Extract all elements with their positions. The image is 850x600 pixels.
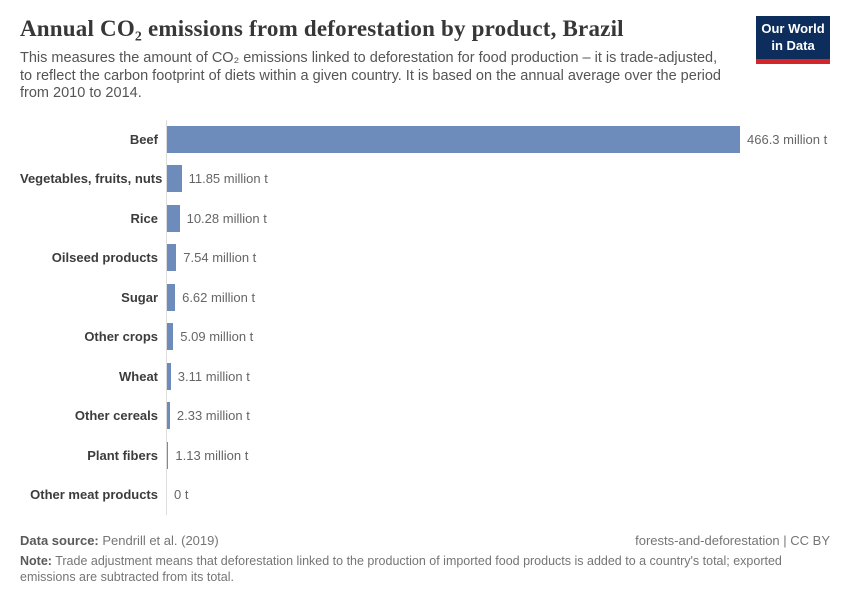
bar-area: 10.28 million t xyxy=(166,198,830,238)
bar-area: 6.62 million t xyxy=(166,277,830,317)
chart-rows: Beef 466.3 million t Vegetables, fruits, n… xyxy=(20,119,830,515)
value-label: 7.54 million t xyxy=(183,250,257,266)
bar-area: 11.85 million t xyxy=(166,159,830,199)
note-text: Trade adjustment means that deforestatio… xyxy=(20,553,782,584)
chart-row-rice: Rice 10.28 million t xyxy=(20,198,830,238)
chart-row-oilseed-products: Oilseed products 7.54 million t xyxy=(20,238,830,278)
bar-area: 5.09 million t xyxy=(166,317,830,357)
owid-logo: Our World in Data xyxy=(756,16,830,64)
category-label: Sugar xyxy=(121,289,158,305)
category-label: Oilseed products xyxy=(51,250,158,266)
value-label: 466.3 million t xyxy=(747,131,828,147)
category-label: Other cereals xyxy=(74,408,158,424)
license-text: forests-and-deforestation | CC BY xyxy=(635,532,830,548)
value-label: 0 t xyxy=(174,487,189,503)
chart-row-other-cereals: Other cereals 2.33 million t xyxy=(20,396,830,436)
value-label: 3.11 million t xyxy=(177,368,250,384)
value-label: 2.33 million t xyxy=(176,408,250,424)
data-source-value: Pendrill et al. (2019) xyxy=(98,532,219,548)
bar-wheat[interactable] xyxy=(167,362,171,390)
bar-area: 1.13 million t xyxy=(166,435,830,475)
bar-vegetables-fruits-nuts[interactable] xyxy=(167,165,182,193)
category-label: Wheat xyxy=(119,368,158,384)
bar-other-crops[interactable] xyxy=(167,323,174,351)
chart-row-wheat: Wheat 3.11 million t xyxy=(20,356,830,396)
page-title: Annual CO₂ emissions from deforestation … xyxy=(20,16,624,41)
bar-area: 0 t xyxy=(166,475,830,515)
header: Annual CO₂ emissions from deforestation … xyxy=(20,14,830,103)
bar-area: 7.54 million t xyxy=(166,238,830,278)
value-label: 10.28 million t xyxy=(186,210,267,226)
bar-area: 466.3 million t xyxy=(166,119,830,159)
bar-sugar[interactable] xyxy=(167,283,176,311)
logo-text-line2: in Data xyxy=(771,37,815,53)
category-label: Plant fibers xyxy=(87,447,158,463)
chart-row-vegetables-fruits-nuts: Vegetables, fruits, nuts 11.85 million t xyxy=(20,159,830,199)
note-label: Note: xyxy=(20,553,52,568)
data-source: Data source: Pendrill et al. (2019) xyxy=(20,533,219,548)
bar-plant-fibers[interactable] xyxy=(167,441,169,469)
data-source-label: Data source: xyxy=(20,532,99,548)
bar-oilseed-products[interactable] xyxy=(167,244,177,272)
bar-beef[interactable] xyxy=(167,125,740,153)
value-label: 6.62 million t xyxy=(182,289,256,305)
category-label: Rice xyxy=(130,210,158,226)
chart-subtitle: This measures the amount of CO₂ emission… xyxy=(20,50,721,103)
value-label: 5.09 million t xyxy=(180,329,254,345)
footer: Data source: Pendrill et al. (2019) fore… xyxy=(20,533,830,585)
footer-source-line: Data source: Pendrill et al. (2019) fore… xyxy=(20,533,830,548)
category-label: Other crops xyxy=(84,329,158,345)
page: Annual CO₂ emissions from deforestation … xyxy=(20,14,830,585)
bar-chart: Beef 466.3 million t Vegetables, fruits, n… xyxy=(20,119,830,515)
value-label: 1.13 million t xyxy=(175,447,249,463)
bar-area: 3.11 million t xyxy=(166,356,830,396)
subtitle-line: This measures the amount of CO₂ emission… xyxy=(20,50,718,66)
footer-note: Note: Trade adjustment means that defore… xyxy=(20,553,830,585)
chart-row-other-meat-products: Other meat products 0 t xyxy=(20,475,830,515)
chart-row-other-crops: Other crops 5.09 million t xyxy=(20,317,830,357)
category-label: Beef xyxy=(129,131,158,147)
bar-area: 2.33 million t xyxy=(166,396,830,436)
category-label: Vegetables, fruits, nuts xyxy=(20,171,163,187)
category-label: Other meat products xyxy=(30,487,158,503)
logo-text-line1: Our World xyxy=(761,21,825,36)
chart-row-beef: Beef 466.3 million t xyxy=(20,119,830,159)
value-label: 11.85 million t xyxy=(188,171,268,187)
bar-other-cereals[interactable] xyxy=(167,402,170,430)
chart-row-sugar: Sugar 6.62 million t xyxy=(20,277,830,317)
chart-row-plant-fibers: Plant fibers 1.13 million t xyxy=(20,435,830,475)
bar-rice[interactable] xyxy=(167,204,180,232)
subtitle-line: to reflect the carbon footprint of diets… xyxy=(20,67,721,84)
title-block: Annual CO₂ emissions from deforestation … xyxy=(20,14,721,103)
subtitle-line: from 2010 to 2014. xyxy=(20,85,142,101)
